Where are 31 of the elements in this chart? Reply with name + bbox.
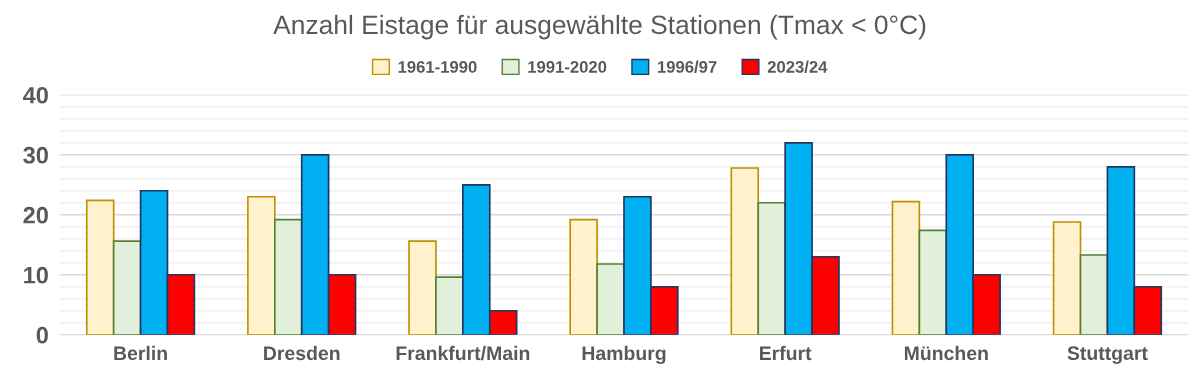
x-tick-label: München [904, 345, 988, 361]
x-tick-label: Dresden [264, 345, 340, 361]
bar [918, 229, 948, 335]
y-tick-label: 30 [23, 146, 48, 164]
x-tick-label: Stuttgart [1067, 346, 1148, 364]
bar [1052, 221, 1082, 335]
x-tick-label: Hamburg [582, 345, 666, 365]
y-tick-label: 10 [24, 266, 48, 284]
bar [435, 276, 464, 335]
bar [1079, 254, 1109, 335]
x-tick-label: Erfurt [759, 345, 812, 361]
y-tick-label: 20 [23, 206, 48, 224]
bar [730, 167, 760, 335]
bar [273, 218, 303, 335]
legend-label: 2023/24 [767, 60, 828, 73]
legend-label: 1996/97 [658, 60, 717, 73]
y-tick-label: 40 [22, 86, 48, 104]
bar [408, 240, 437, 335]
x-tick-label: Frankfurt/Main [396, 345, 530, 361]
bar [596, 263, 625, 335]
bar [247, 195, 276, 335]
legend-label: 1991-2020 [528, 61, 607, 73]
chart-title: Anzahl Eistage für ausgewählte Stationen (Tmax < 0°C) [273, 14, 926, 40]
legend-label: 1961-1990 [398, 61, 477, 73]
bar [112, 240, 142, 335]
bar [757, 201, 786, 335]
x-tick-label: Berlin [114, 345, 167, 361]
bar [85, 199, 115, 335]
bar [891, 200, 921, 335]
bar [569, 218, 598, 335]
y-tick-label: 0 [36, 326, 48, 344]
